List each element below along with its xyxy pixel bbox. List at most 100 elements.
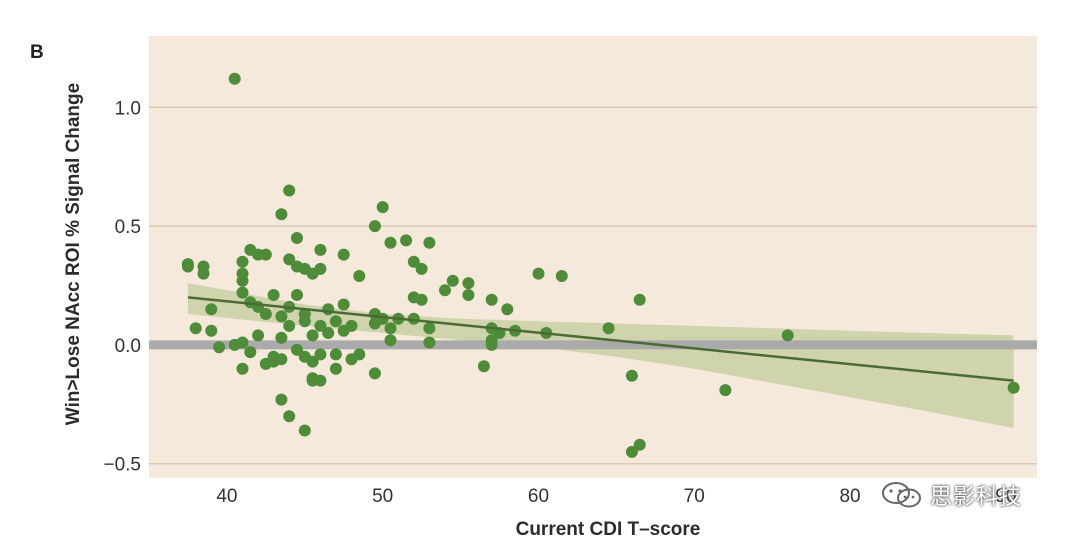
- data-point: [625, 369, 638, 382]
- data-point: [407, 312, 420, 325]
- data-point: [298, 315, 311, 328]
- data-point: [384, 236, 397, 249]
- data-point: [314, 348, 327, 361]
- watermark-text: 思影科技: [930, 485, 1023, 510]
- data-point: [423, 336, 436, 349]
- data-point: [275, 331, 288, 344]
- data-point: [298, 424, 311, 437]
- data-point: [252, 329, 265, 342]
- data-point: [501, 303, 514, 316]
- y-tick-labels: −0.5 0.0 0.5 1.0: [103, 98, 141, 475]
- data-point: [236, 274, 249, 287]
- data-point: [555, 270, 568, 282]
- data-point: [306, 329, 319, 342]
- data-point: [259, 248, 272, 261]
- y-tick-label: −0.5: [103, 455, 141, 476]
- x-tick-label: 40: [216, 486, 237, 507]
- x-tick-label: 70: [684, 486, 705, 507]
- data-point: [781, 329, 794, 342]
- data-point: [439, 284, 451, 297]
- wechat-icon: [882, 482, 921, 508]
- data-point: [291, 343, 303, 356]
- data-point: [602, 322, 615, 335]
- x-tick-label: 60: [528, 486, 549, 507]
- y-tick-label: 0.5: [115, 217, 141, 238]
- data-point: [337, 324, 350, 337]
- data-point: [368, 367, 381, 380]
- data-point: [228, 72, 241, 85]
- data-point: [322, 327, 335, 339]
- data-point: [485, 293, 498, 306]
- data-point: [532, 267, 545, 280]
- y-axis-title: Win>Lose NAcc ROI % Signal Change: [63, 83, 84, 425]
- data-point: [407, 255, 420, 268]
- y-tick-label: 1.0: [115, 98, 141, 119]
- data-point: [376, 201, 389, 214]
- data-point: [291, 289, 303, 301]
- data-point: [462, 277, 475, 290]
- data-point: [485, 338, 498, 351]
- data-point: [181, 260, 194, 273]
- data-point: [236, 286, 249, 299]
- x-tick-label: 90: [995, 486, 1016, 507]
- data-point: [719, 384, 732, 397]
- data-point: [368, 317, 381, 330]
- data-point: [275, 393, 288, 406]
- data-point: [213, 341, 226, 354]
- panel-letter: B: [30, 42, 44, 63]
- plot-background: [149, 36, 1037, 478]
- data-point: [283, 410, 296, 423]
- data-point: [462, 289, 475, 301]
- data-point: [322, 303, 335, 316]
- data-point: [244, 346, 257, 359]
- y-tick-label: 0.0: [115, 336, 141, 357]
- x-tick-label: 80: [839, 486, 860, 507]
- data-point: [400, 234, 413, 247]
- regression-line: [187, 296, 1014, 382]
- data-point: [423, 236, 436, 249]
- data-point: [415, 293, 428, 306]
- data-point: [205, 324, 218, 337]
- data-point: [337, 298, 350, 311]
- data-point: [446, 274, 459, 287]
- data-point: [384, 334, 397, 347]
- data-points: [181, 72, 1020, 458]
- data-point: [291, 232, 303, 244]
- gridlines: [149, 106, 1037, 465]
- x-tick-label: 50: [372, 486, 393, 507]
- data-point: [275, 310, 288, 323]
- data-point: [236, 336, 249, 349]
- data-point: [205, 303, 218, 316]
- data-point: [633, 438, 646, 451]
- data-point: [329, 362, 342, 375]
- data-point: [368, 220, 381, 233]
- data-point: [236, 255, 249, 268]
- data-point: [189, 322, 202, 335]
- data-point: [329, 315, 342, 328]
- data-point: [267, 289, 280, 301]
- data-point: [197, 267, 210, 280]
- data-point: [423, 322, 436, 335]
- data-point: [384, 322, 397, 335]
- data-point: [259, 308, 272, 320]
- data-point: [306, 267, 319, 280]
- data-point: [415, 262, 428, 275]
- data-point: [314, 243, 327, 256]
- data-point: [633, 293, 646, 306]
- data-point: [1007, 381, 1020, 394]
- data-point: [329, 348, 342, 361]
- data-point: [275, 208, 288, 221]
- data-point: [337, 248, 350, 261]
- x-tick-labels: 40 50 60 70 80 90: [216, 486, 1016, 507]
- data-point: [306, 374, 319, 387]
- data-point: [477, 360, 490, 373]
- data-point: [275, 353, 288, 366]
- data-point: [314, 319, 327, 332]
- data-point: [353, 270, 366, 282]
- data-point: [625, 445, 638, 458]
- data-point: [283, 184, 296, 197]
- x-axis-title: Current CDI T–score: [516, 519, 701, 540]
- data-point: [283, 319, 296, 332]
- data-point: [236, 362, 249, 375]
